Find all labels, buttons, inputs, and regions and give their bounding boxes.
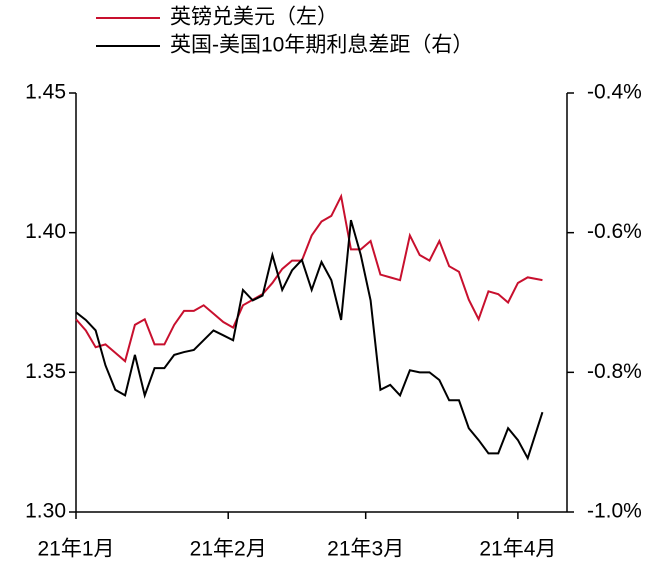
series-line [75, 219, 544, 461]
y2-tick-label: -0.6% [587, 220, 642, 243]
x-tick-label: 21年1月 [37, 538, 114, 561]
y2-tick-label: -0.8% [587, 360, 642, 383]
legend-label: 英国-美国10年期利息差距（右） [170, 34, 473, 57]
x-tick-label: 21年2月 [190, 538, 267, 561]
y-tick-label: 1.35 [25, 360, 66, 383]
y-tick-label: 1.30 [25, 500, 66, 523]
y-tick-label: 1.45 [25, 81, 66, 104]
x-tick-label: 21年3月 [327, 538, 404, 561]
y-tick-label: 1.40 [25, 220, 66, 243]
legend-label: 英镑兑美元（左） [170, 6, 338, 29]
y2-tick-label: -1.0% [587, 500, 642, 523]
x-tick-label: 21年4月 [479, 538, 556, 561]
y2-tick-label: -0.4% [587, 81, 642, 104]
series-line [75, 193, 543, 363]
